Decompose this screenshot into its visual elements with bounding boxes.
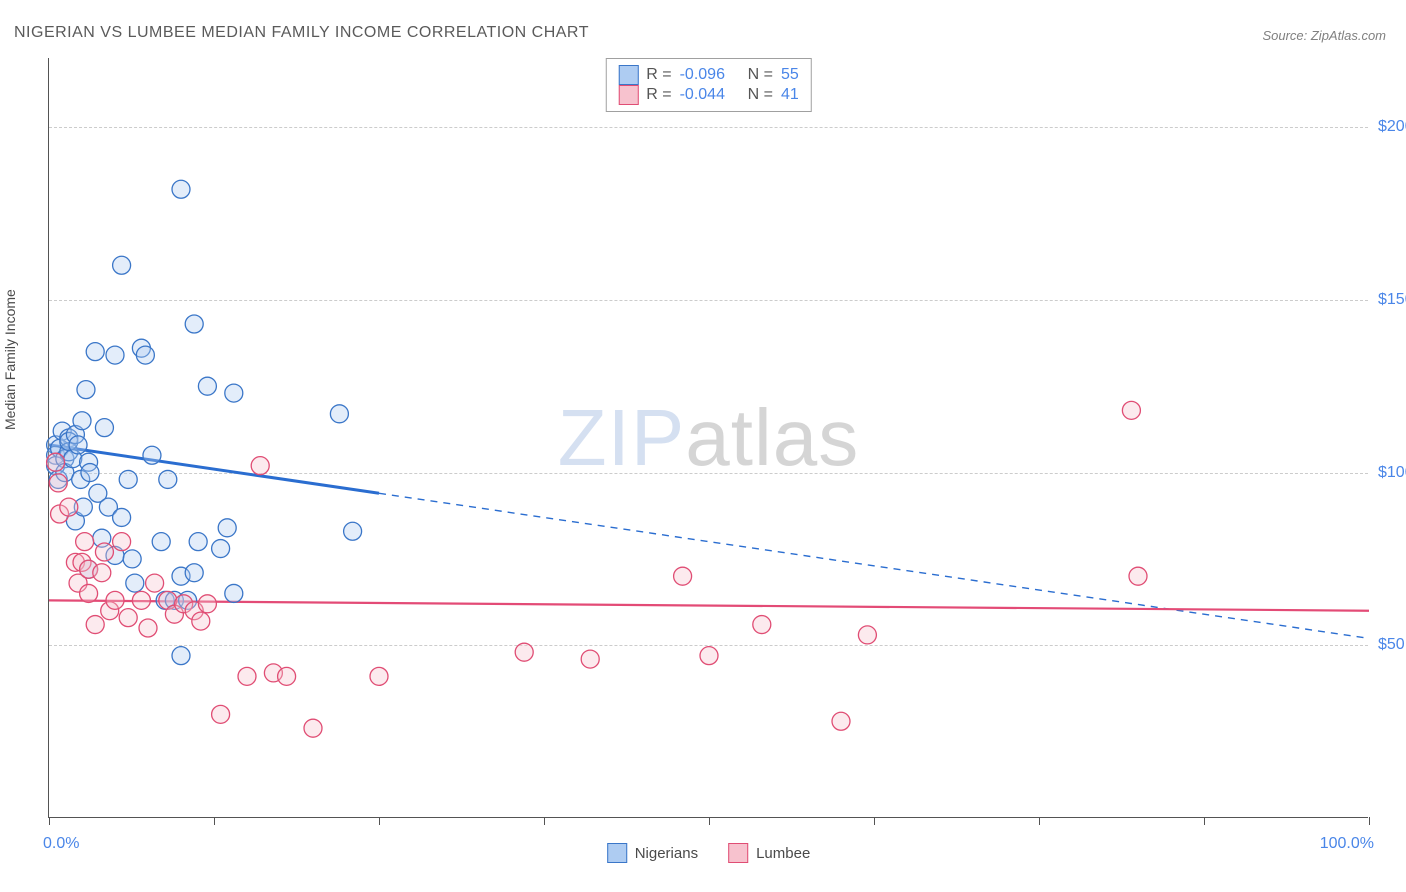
legend-label-lumbee: Lumbee — [756, 845, 810, 862]
x-tick — [1369, 817, 1370, 825]
legend-n-value-nigerians: 55 — [781, 66, 799, 84]
legend-n-label: N = — [748, 86, 773, 104]
legend-r-label: R = — [646, 66, 671, 84]
swatch-lumbee-icon — [618, 85, 638, 105]
y-tick-label: $150,000 — [1378, 291, 1406, 309]
chart-title: NIGERIAN VS LUMBEE MEDIAN FAMILY INCOME … — [14, 24, 589, 42]
legend-item-lumbee: Lumbee — [728, 843, 810, 863]
x-tick — [874, 817, 875, 825]
x-axis-max-label: 100.0% — [1320, 835, 1374, 853]
x-tick — [49, 817, 50, 825]
legend-n-value-lumbee: 41 — [781, 86, 799, 104]
x-tick — [1204, 817, 1205, 825]
y-axis-label: Median Family Income — [2, 289, 18, 430]
y-tick-label: $200,000 — [1378, 118, 1406, 136]
source-attribution: Source: ZipAtlas.com — [1262, 28, 1386, 43]
legend-row-lumbee: R = -0.044 N = 41 — [618, 85, 798, 105]
x-tick — [214, 817, 215, 825]
swatch-nigerians-icon — [607, 843, 627, 863]
x-tick — [1039, 817, 1040, 825]
legend-item-nigerians: Nigerians — [607, 843, 698, 863]
x-tick — [544, 817, 545, 825]
x-axis-min-label: 0.0% — [43, 835, 79, 853]
y-tick-label: $50,000 — [1378, 636, 1406, 654]
legend-label-nigerians: Nigerians — [635, 845, 698, 862]
legend-row-nigerians: R = -0.096 N = 55 — [618, 65, 798, 85]
correlation-legend: R = -0.096 N = 55 R = -0.044 N = 41 — [605, 58, 811, 112]
legend-r-value-lumbee: -0.044 — [680, 86, 740, 104]
scatter-svg — [49, 58, 1368, 817]
chart-plot-area: ZIPatlas R = -0.096 N = 55 R = -0.044 N … — [48, 58, 1368, 818]
x-tick — [379, 817, 380, 825]
swatch-lumbee-icon — [728, 843, 748, 863]
y-tick-label: $100,000 — [1378, 464, 1406, 482]
series-legend: Nigerians Lumbee — [607, 843, 811, 863]
legend-r-value-nigerians: -0.096 — [680, 66, 740, 84]
x-tick — [709, 817, 710, 825]
legend-r-label: R = — [646, 86, 671, 104]
swatch-nigerians-icon — [618, 65, 638, 85]
legend-n-label: N = — [748, 66, 773, 84]
